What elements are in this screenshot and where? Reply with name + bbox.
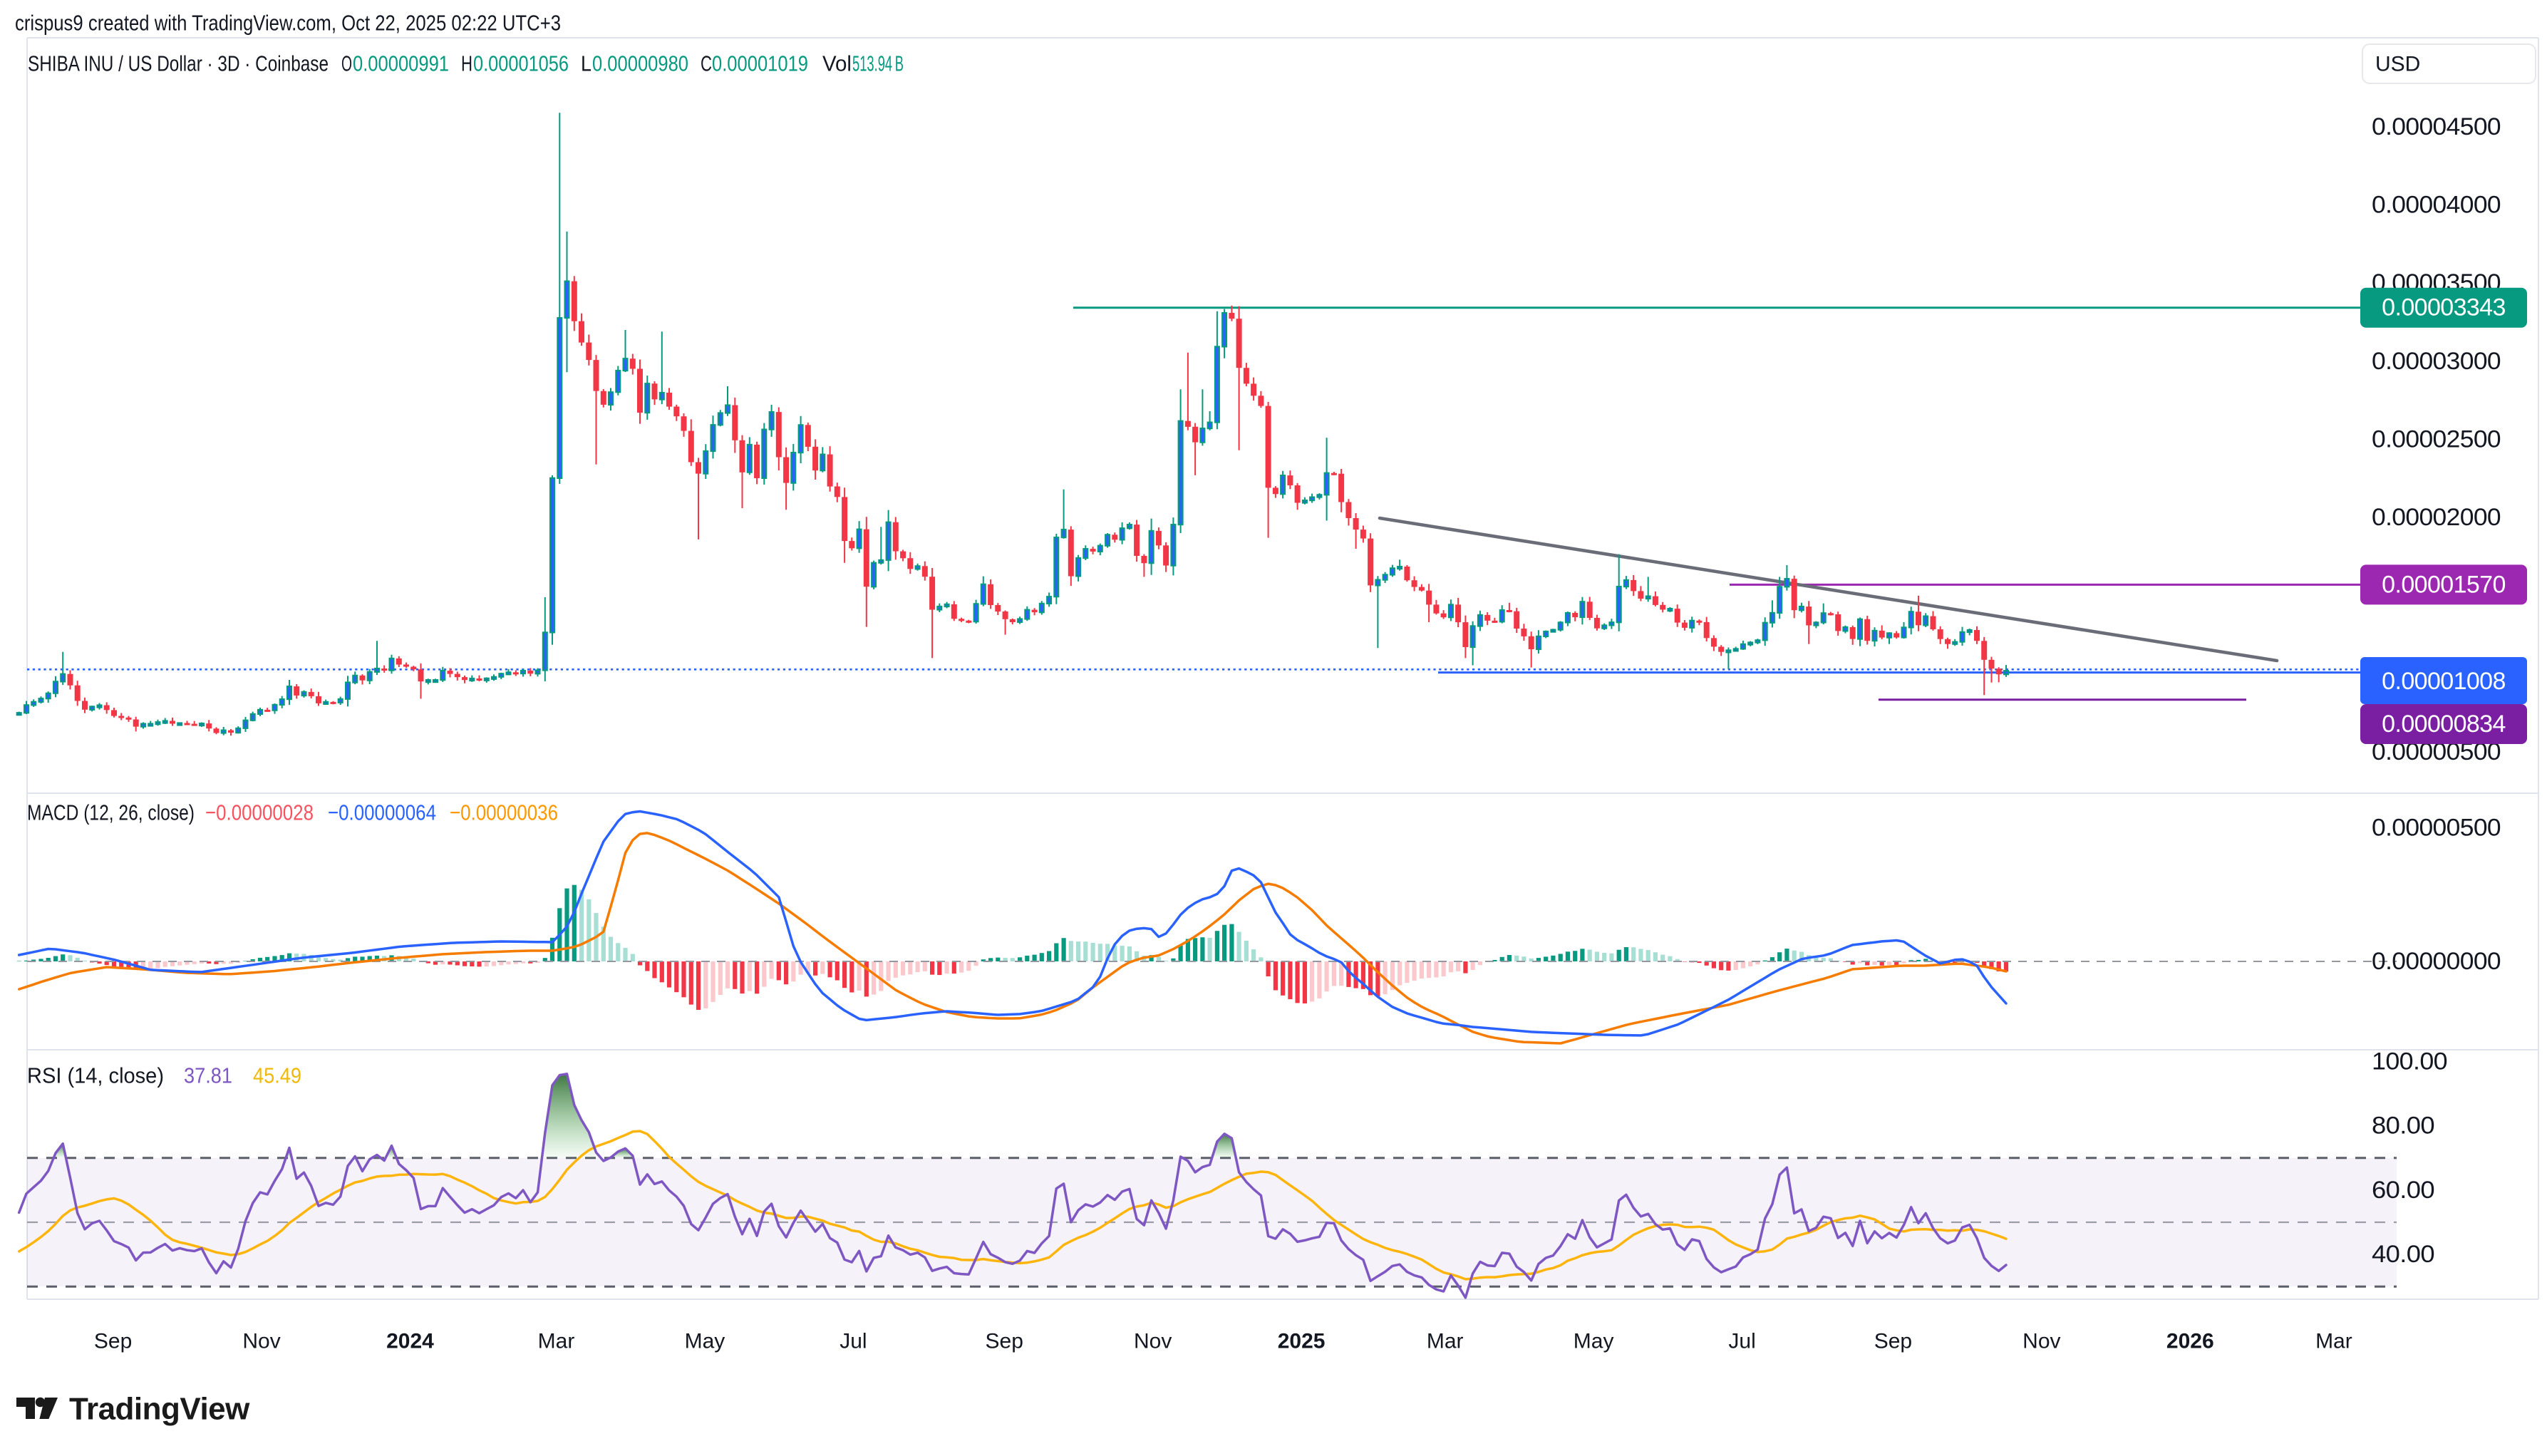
svg-text:0.00002500: 0.00002500 (2372, 426, 2501, 453)
svg-text:Nov: Nov (1134, 1330, 1172, 1353)
svg-text:Sep: Sep (986, 1330, 1023, 1353)
svg-text:0.00003343: 0.00003343 (2382, 294, 2506, 321)
svg-text:0.00002000: 0.00002000 (2372, 504, 2501, 531)
svg-text:Mar: Mar (2315, 1330, 2352, 1353)
svg-text:Mar: Mar (1427, 1330, 1464, 1353)
svg-text:0.00000980: 0.00000980 (592, 51, 688, 76)
svg-text:513.94 B: 513.94 B (852, 51, 904, 76)
svg-text:−0.00000064: −0.00000064 (328, 800, 436, 825)
svg-text:0.00001570: 0.00001570 (2382, 571, 2506, 598)
svg-text:May: May (1574, 1330, 1614, 1353)
svg-text:SHIBA INU / US Dollar · 3D · C: SHIBA INU / US Dollar · 3D · Coinbase (28, 51, 329, 76)
svg-text:−0.00000036: −0.00000036 (450, 800, 558, 825)
svg-text:Jul: Jul (1728, 1330, 1755, 1353)
svg-text:0.00004000: 0.00004000 (2372, 192, 2501, 219)
svg-text:2024: 2024 (386, 1330, 434, 1353)
svg-text:H: H (461, 51, 472, 76)
svg-text:L: L (581, 51, 591, 76)
svg-text:TradingView: TradingView (69, 1392, 250, 1427)
svg-text:C: C (701, 51, 712, 76)
svg-text:0.00000834: 0.00000834 (2382, 711, 2506, 738)
svg-text:−0.00000028: −0.00000028 (205, 800, 314, 825)
svg-text:100.00: 100.00 (2372, 1048, 2447, 1075)
svg-text:Sep: Sep (1874, 1330, 1912, 1353)
svg-text:Vol: Vol (822, 51, 852, 76)
svg-text:0.00001019: 0.00001019 (712, 51, 808, 76)
svg-text:40.00: 40.00 (2372, 1241, 2434, 1268)
svg-text:RSI (14, close): RSI (14, close) (27, 1063, 164, 1088)
svg-text:Nov: Nov (2022, 1330, 2060, 1353)
svg-text:45.49: 45.49 (253, 1063, 301, 1088)
svg-text:0.00001008: 0.00001008 (2382, 668, 2506, 695)
svg-text:USD: USD (2375, 53, 2420, 76)
svg-text:MACD (12, 26, close): MACD (12, 26, close) (27, 800, 195, 825)
svg-text:2026: 2026 (2166, 1330, 2214, 1353)
svg-text:0.00004500: 0.00004500 (2372, 113, 2501, 140)
svg-text:0.00000500: 0.00000500 (2372, 815, 2501, 842)
svg-text:0.00003000: 0.00003000 (2372, 348, 2501, 375)
svg-text:80.00: 80.00 (2372, 1112, 2434, 1140)
svg-text:2025: 2025 (1278, 1330, 1326, 1353)
svg-text:Mar: Mar (538, 1330, 575, 1353)
svg-text:0.00001056: 0.00001056 (473, 51, 569, 76)
svg-text:0.00000991: 0.00000991 (353, 51, 449, 76)
svg-text:Nov: Nov (242, 1330, 280, 1353)
svg-text:60.00: 60.00 (2372, 1177, 2434, 1204)
svg-text:crispus9 created with TradingV: crispus9 created with TradingView.com, O… (15, 11, 561, 36)
svg-text:37.81: 37.81 (184, 1063, 232, 1088)
svg-text:Jul: Jul (839, 1330, 867, 1353)
svg-text:May: May (685, 1330, 725, 1353)
svg-text:Sep: Sep (94, 1330, 132, 1353)
svg-text:O: O (341, 51, 352, 76)
svg-text:0.00000000: 0.00000000 (2372, 948, 2501, 975)
